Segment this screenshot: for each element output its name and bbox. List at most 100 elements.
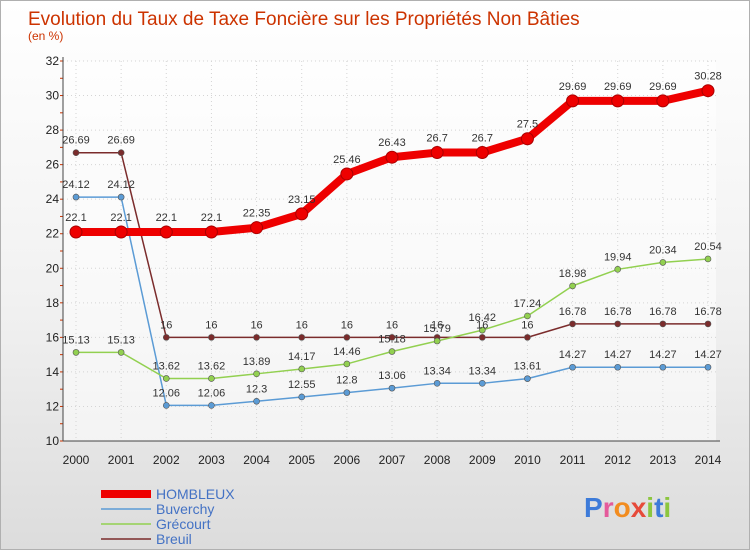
data-label: 26.69 <box>107 135 135 147</box>
data-label: 24.12 <box>62 179 90 191</box>
y-tick-label: 10 <box>46 434 60 448</box>
data-point <box>701 84 715 98</box>
brand-letter: i <box>646 492 654 523</box>
y-tick-label: 26 <box>46 158 60 172</box>
data-point <box>430 146 444 160</box>
data-label: 20.34 <box>649 244 677 256</box>
x-tick-label: 2001 <box>108 453 135 467</box>
data-label: 14.27 <box>649 349 677 361</box>
y-tick-label: 20 <box>46 261 60 275</box>
legend-label: Breuil <box>156 531 192 547</box>
data-point <box>343 334 351 341</box>
data-label: 16.78 <box>559 306 587 318</box>
data-label: 12.06 <box>198 387 226 399</box>
y-tick-label: 14 <box>46 365 60 379</box>
data-label: 16 <box>160 319 172 331</box>
legend-label: HOMBLEUX <box>156 486 235 502</box>
data-label: 15.18 <box>378 334 406 346</box>
data-point <box>656 94 670 108</box>
data-label: 13.34 <box>469 365 497 377</box>
data-point <box>72 149 80 157</box>
x-tick-label: 2002 <box>153 453 180 467</box>
legend-label: Grécourt <box>156 516 211 532</box>
data-label: 15.79 <box>423 323 451 335</box>
data-label: 14.27 <box>694 349 722 361</box>
data-point <box>388 334 396 341</box>
data-point <box>569 320 576 328</box>
data-point <box>208 375 215 382</box>
axes: 10 12 14 16 18 20 22 24 26 28 30 32 2000 2001 2002 2003… <box>46 54 722 467</box>
data-point <box>72 349 80 356</box>
data-point <box>569 363 576 371</box>
data-point <box>298 334 306 341</box>
data-point <box>478 334 486 341</box>
x-tick-label: 2011 <box>560 453 586 467</box>
data-label: 12.3 <box>246 383 267 395</box>
data-label: 29.69 <box>604 81 632 93</box>
data-label: 16 <box>341 319 353 331</box>
data-point <box>524 375 531 382</box>
y-tick-label: 16 <box>46 330 60 344</box>
x-tick-label: 2008 <box>424 453 451 467</box>
x-tick-label: 2005 <box>288 453 315 467</box>
data-point <box>204 225 218 239</box>
data-label: 16.42 <box>469 312 497 324</box>
data-point <box>524 334 531 341</box>
data-label: 14.17 <box>288 351 316 363</box>
data-point <box>659 363 667 371</box>
data-label: 14.46 <box>333 346 361 358</box>
data-point <box>385 150 399 164</box>
data-label: 13.62 <box>198 360 226 372</box>
data-label: 27.5 <box>517 119 538 131</box>
data-label: 24.12 <box>107 179 135 191</box>
data-label: 14.27 <box>604 349 632 361</box>
data-point <box>611 94 625 108</box>
data-label: 15.13 <box>62 334 90 346</box>
data-label: 14.27 <box>559 349 587 361</box>
data-label: 22.1 <box>65 212 86 224</box>
data-label: 16 <box>521 319 533 331</box>
data-point <box>208 334 215 341</box>
data-point <box>117 149 125 157</box>
y-tick-label: 30 <box>46 89 60 103</box>
proxiti-logo: Proxiti <box>584 492 671 523</box>
data-label: 15.13 <box>107 334 135 346</box>
data-label: 26.7 <box>472 133 493 145</box>
y-tick-label: 12 <box>46 399 60 413</box>
data-label: 13.61 <box>514 361 542 373</box>
data-point <box>340 167 354 181</box>
y-tick-label: 22 <box>46 227 60 241</box>
brand-letter: t <box>654 492 663 523</box>
data-point <box>520 132 534 146</box>
data-point <box>478 380 486 387</box>
x-tick-label: 2013 <box>650 453 677 467</box>
data-point <box>704 255 712 263</box>
data-point <box>433 337 441 345</box>
data-label: 17.24 <box>514 298 542 310</box>
y-tick-label: 24 <box>46 192 60 206</box>
data-point <box>162 334 170 341</box>
brand-letter: o <box>614 492 631 523</box>
data-label: 12.8 <box>336 375 357 387</box>
data-point <box>69 225 83 239</box>
data-point <box>614 320 622 328</box>
data-point <box>704 363 712 371</box>
x-tick-label: 2009 <box>469 453 496 467</box>
data-point <box>566 94 580 108</box>
data-label: 19.94 <box>604 251 632 263</box>
data-point <box>253 334 260 341</box>
data-label: 16 <box>476 319 488 331</box>
y-tick-label: 32 <box>46 54 60 68</box>
data-point <box>343 360 351 368</box>
y-tick-label: 18 <box>46 296 60 310</box>
data-label: 23.15 <box>288 194 316 206</box>
data-label: 22.1 <box>201 212 222 224</box>
brand-letter: r <box>603 492 614 523</box>
data-label: 26.7 <box>426 133 447 145</box>
data-point <box>388 384 396 392</box>
plot-area <box>63 61 716 441</box>
data-label: 13.89 <box>243 356 271 368</box>
